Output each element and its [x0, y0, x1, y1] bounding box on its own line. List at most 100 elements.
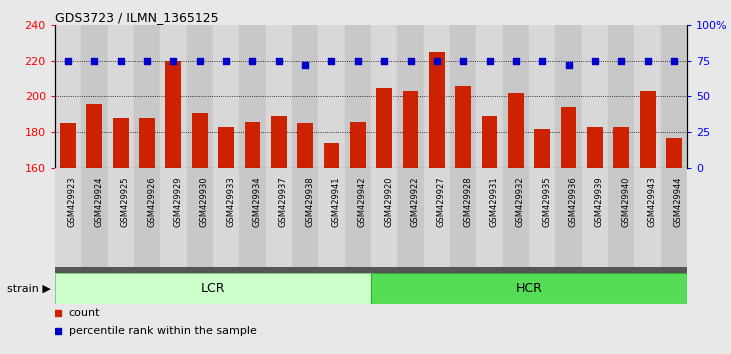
- Text: GSM429943: GSM429943: [648, 176, 656, 227]
- Bar: [107, 168, 134, 267]
- Text: GSM429922: GSM429922: [411, 176, 420, 227]
- Bar: [582, 25, 608, 168]
- Bar: [239, 25, 265, 168]
- Text: GSM429936: GSM429936: [569, 176, 577, 227]
- Point: [642, 58, 654, 63]
- Bar: [371, 273, 687, 304]
- Text: LCR: LCR: [200, 282, 225, 295]
- Text: GSM429924: GSM429924: [94, 176, 103, 227]
- Text: percentile rank within the sample: percentile rank within the sample: [69, 326, 257, 336]
- Point: [352, 58, 363, 63]
- Point: [510, 58, 522, 63]
- Bar: [482, 116, 497, 168]
- Text: GSM429931: GSM429931: [490, 176, 499, 227]
- Bar: [429, 52, 444, 168]
- Bar: [218, 127, 234, 168]
- Bar: [139, 118, 155, 168]
- Text: HCR: HCR: [515, 282, 542, 295]
- Bar: [107, 25, 134, 168]
- Bar: [640, 91, 656, 168]
- Point: [62, 58, 74, 63]
- Point: [405, 58, 417, 63]
- Bar: [213, 25, 239, 168]
- Bar: [350, 121, 366, 168]
- Bar: [244, 121, 260, 168]
- Bar: [371, 25, 398, 168]
- Bar: [608, 25, 635, 168]
- Text: GSM429938: GSM429938: [305, 176, 314, 227]
- Text: GSM429941: GSM429941: [331, 176, 341, 227]
- Bar: [55, 25, 81, 168]
- Bar: [186, 25, 213, 168]
- Bar: [661, 168, 687, 267]
- Point: [299, 62, 311, 68]
- Bar: [160, 168, 186, 267]
- Bar: [298, 123, 313, 168]
- Bar: [635, 25, 661, 168]
- Text: GSM429927: GSM429927: [437, 176, 446, 227]
- Bar: [529, 168, 556, 267]
- Bar: [477, 168, 503, 267]
- Text: GSM429944: GSM429944: [674, 176, 683, 227]
- Point: [194, 58, 205, 63]
- Point: [484, 58, 496, 63]
- Bar: [81, 168, 107, 267]
- Point: [246, 58, 258, 63]
- Text: GDS3723 / ILMN_1365125: GDS3723 / ILMN_1365125: [55, 11, 219, 24]
- Bar: [55, 168, 81, 267]
- Bar: [556, 168, 582, 267]
- Bar: [324, 143, 339, 168]
- Text: GSM429930: GSM429930: [200, 176, 209, 227]
- Bar: [534, 129, 550, 168]
- Bar: [265, 168, 292, 267]
- Bar: [477, 25, 503, 168]
- Bar: [424, 25, 450, 168]
- Text: count: count: [69, 308, 100, 318]
- Bar: [292, 25, 318, 168]
- Bar: [661, 25, 687, 168]
- Bar: [186, 168, 213, 267]
- Text: GSM429926: GSM429926: [147, 176, 156, 227]
- Bar: [613, 127, 629, 168]
- Text: GSM429942: GSM429942: [357, 176, 367, 227]
- Bar: [344, 168, 371, 267]
- Text: strain ▶: strain ▶: [7, 284, 51, 293]
- Bar: [376, 87, 392, 168]
- Point: [115, 58, 126, 63]
- Bar: [556, 25, 582, 168]
- Point: [141, 58, 153, 63]
- Text: GSM429939: GSM429939: [595, 176, 604, 227]
- Text: GSM429929: GSM429929: [173, 176, 182, 227]
- Bar: [503, 25, 529, 168]
- Text: GSM429925: GSM429925: [121, 176, 129, 227]
- Text: GSM429935: GSM429935: [542, 176, 551, 227]
- Bar: [81, 25, 107, 168]
- Bar: [608, 168, 635, 267]
- Point: [325, 58, 337, 63]
- Bar: [635, 168, 661, 267]
- Bar: [529, 25, 556, 168]
- Bar: [371, 168, 398, 267]
- Text: GSM429923: GSM429923: [68, 176, 77, 227]
- Bar: [403, 91, 418, 168]
- Bar: [134, 25, 160, 168]
- Bar: [165, 61, 181, 168]
- Bar: [318, 25, 344, 168]
- Bar: [265, 25, 292, 168]
- Bar: [86, 104, 102, 168]
- Bar: [587, 127, 603, 168]
- Text: GSM429920: GSM429920: [385, 176, 393, 227]
- Text: GSM429937: GSM429937: [279, 176, 288, 227]
- Bar: [113, 118, 129, 168]
- Point: [220, 58, 232, 63]
- Point: [167, 58, 179, 63]
- Bar: [508, 93, 524, 168]
- Bar: [213, 168, 239, 267]
- Text: GSM429940: GSM429940: [621, 176, 630, 227]
- Bar: [318, 168, 344, 267]
- Point: [88, 58, 100, 63]
- Bar: [503, 168, 529, 267]
- Text: GSM429934: GSM429934: [252, 176, 262, 227]
- Bar: [666, 138, 682, 168]
- Bar: [60, 123, 76, 168]
